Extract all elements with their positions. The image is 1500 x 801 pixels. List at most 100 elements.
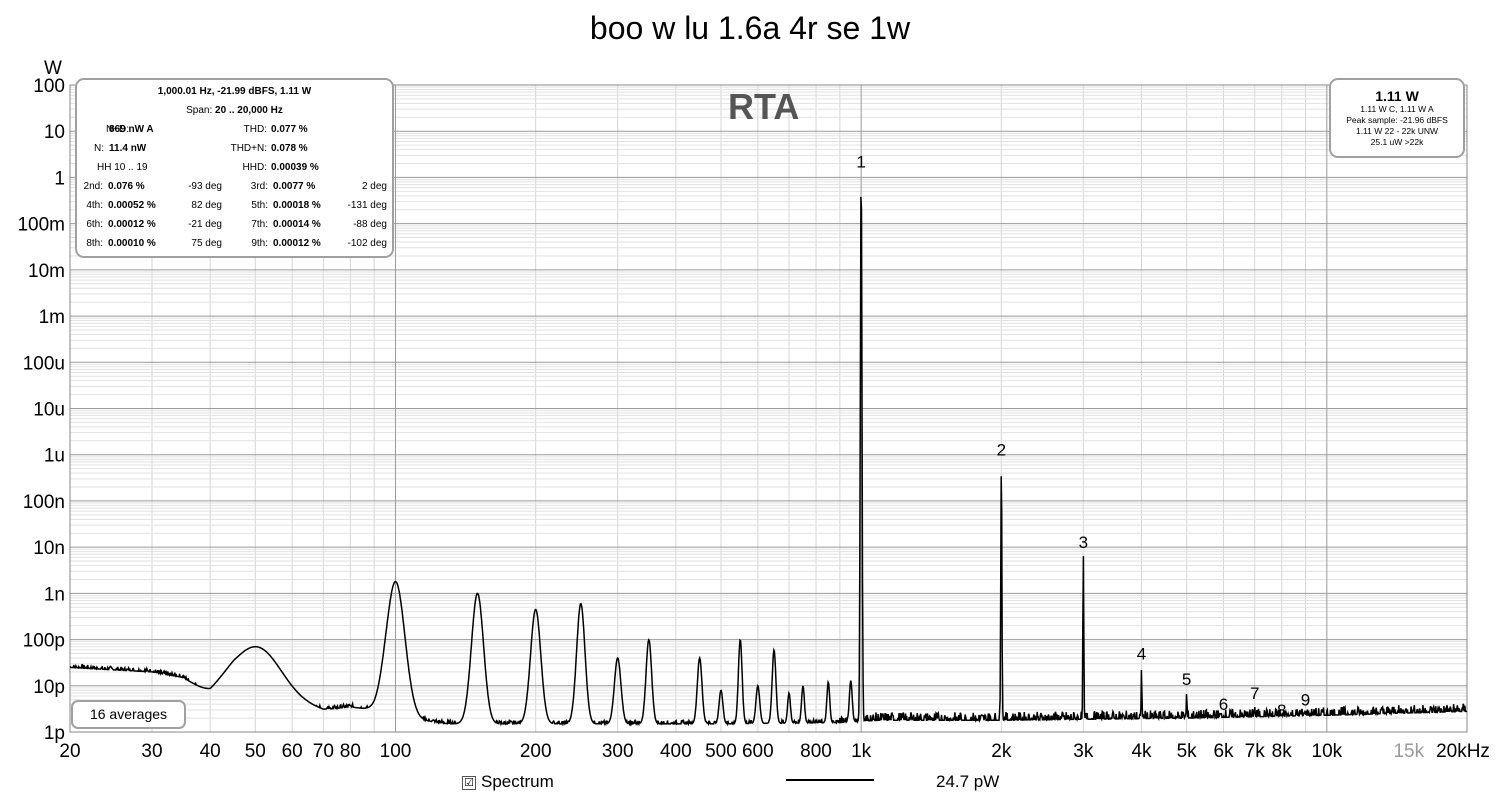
harmonic-deg: 82 deg (191, 200, 222, 211)
hhd-label: HHD: (242, 162, 267, 173)
harmonic-value: 0.0077 % (273, 181, 316, 192)
x-tick-label: 20kHz (1436, 741, 1490, 762)
harmonic-deg: -93 deg (188, 181, 222, 192)
x-tick-label: 2k (991, 741, 1012, 762)
chart-title: boo w lu 1.6a 4r se 1w (589, 10, 911, 46)
level-unweighted: 1.11 W 22 - 22k UNW (1355, 126, 1439, 136)
harmonic-label: 6th: (86, 219, 103, 230)
harmonic-markers: 1 2 3 4 5 6 789 (856, 153, 1310, 720)
distortion-stats-panel[interactable]: 1,000.01 Hz, -21.99 dBFS, 1.11 W Span: 2… (75, 78, 394, 258)
y-tick-label: 1n (44, 584, 65, 605)
x-tick-label: 6k (1213, 741, 1234, 762)
hh-label: HH 10 .. 19 (97, 162, 148, 173)
harmonic-deg: -102 deg (347, 238, 387, 249)
y-tick-label: 100n (23, 492, 65, 513)
harmonic-value: 0.00012 % (273, 238, 321, 249)
y-tick-label: 1p (44, 723, 65, 744)
x-tick-label: 40 (200, 741, 221, 762)
harmonic-value: 0.00012 % (108, 219, 156, 230)
harmonic-value: 0.00014 % (273, 219, 321, 230)
level-panel[interactable]: 1.11 W 1.11 W C, 1.11 W A Peak sample: -… (1329, 78, 1465, 158)
harmonic-marker: 2 (997, 440, 1006, 459)
hhd-value: 0.00039 % (271, 162, 319, 173)
nd-label: N+D: (105, 124, 129, 135)
y-tick-label: 10 (44, 122, 65, 143)
harmonic-value: 0.00052 % (108, 200, 156, 211)
y-tick-label: 1m (39, 307, 65, 328)
level-above-22k: 25.1 uW >22k (1370, 137, 1424, 147)
y-tick-label: 100p (23, 631, 65, 652)
x-tick-label: 8k (1272, 741, 1293, 762)
thd-label: THD: (243, 124, 267, 135)
x-tick-label: 100 (380, 741, 412, 762)
x-tick-label: 15k (1393, 741, 1424, 762)
thd-value: 0.077 % (271, 124, 308, 135)
y-tick-label: 100u (23, 353, 65, 374)
y-axis-unit: W (44, 58, 62, 79)
harmonic-label: 2nd: (83, 181, 103, 192)
x-tick-label: 7k (1245, 741, 1266, 762)
x-axis-labels: 20 30 40 50 60 70 80 100 200 300 400 500 600 800 1k 2k 3… (59, 741, 1490, 762)
x-tick-label: 60 (282, 741, 303, 762)
harmonic-value: 0.00010 % (108, 238, 156, 249)
x-tick-label: 50 (245, 741, 266, 762)
x-tick-label: 3k (1073, 741, 1094, 762)
level-main: 1.11 W (1375, 88, 1419, 104)
spectrum-checkbox[interactable]: ☑ (462, 776, 476, 790)
harmonic-deg: -88 deg (353, 219, 387, 230)
averages-badge[interactable]: 16 averages (71, 700, 186, 729)
harmonic-label: 8th: (86, 238, 103, 249)
y-tick-label: 10u (33, 400, 65, 421)
x-tick-label: 600 (742, 741, 774, 762)
stats-span: Span: 20 .. 20,000 Hz (186, 105, 283, 116)
rta-label: RTA (728, 86, 800, 127)
y-tick-label: 100m (17, 215, 65, 236)
legend-line-swatch (786, 779, 874, 781)
x-tick-label: 4k (1131, 741, 1152, 762)
harmonic-marker: 9 (1301, 691, 1310, 710)
x-tick-label: 20 (59, 741, 80, 762)
harmonic-marker: 8 (1277, 701, 1286, 720)
spectrum-line (69, 196, 1468, 727)
harmonic-value: 0.076 % (108, 181, 145, 192)
harmonic-label: 4th: (86, 200, 103, 211)
x-tick-label: 70 (313, 741, 334, 762)
thdn-value: 0.078 % (271, 143, 308, 154)
x-tick-label: 10k (1312, 741, 1343, 762)
level-weighted: 1.11 W C, 1.11 W A (1360, 104, 1434, 114)
stats-peak-line: 1,000.01 Hz, -21.99 dBFS, 1.11 W (157, 86, 312, 97)
x-tick-label: 300 (602, 741, 634, 762)
nd-value: 869 nW A (109, 124, 154, 135)
legend-value: 24.7 pW (936, 772, 1000, 791)
harmonic-marker: 5 (1182, 670, 1191, 689)
harmonic-deg: -131 deg (347, 200, 387, 211)
y-tick-label: 10p (33, 677, 65, 698)
y-tick-label: 1 (54, 168, 65, 189)
y-axis-labels: 100 10 1 100m 10m 1m 100u 10u 1u 100n 10n 1n 100p 10p… (17, 76, 65, 744)
plot-frame (69, 84, 1468, 733)
y-tick-label: 1u (44, 446, 65, 467)
y-tick-label: 10n (33, 538, 65, 559)
x-tick-label: 200 (520, 741, 552, 762)
x-tick-label: 80 (340, 741, 361, 762)
harmonic-value: 0.00018 % (273, 200, 321, 211)
thdn-label: THD+N: (230, 143, 267, 154)
legend-spectrum[interactable]: ☑ Spectrum (462, 772, 554, 792)
x-tick-label: 30 (141, 741, 162, 762)
harmonic-label: 5th: (251, 200, 268, 211)
harmonic-marker: 4 (1137, 644, 1146, 663)
x-tick-label: 5k (1177, 741, 1198, 762)
n-value: 11.4 nW (109, 143, 147, 154)
x-tick-label: 800 (800, 741, 832, 762)
harmonic-deg: -21 deg (188, 219, 222, 230)
harmonic-marker: 3 (1079, 533, 1088, 552)
harmonic-marker: 7 (1250, 684, 1259, 703)
x-tick-label: 400 (660, 741, 692, 762)
harmonic-label: 3rd: (250, 181, 268, 192)
x-tick-label: 500 (705, 741, 737, 762)
level-peak: Peak sample: -21.96 dBFS (1346, 115, 1448, 125)
harmonic-label: 7th: (251, 219, 268, 230)
harmonic-label: 9th: (251, 238, 268, 249)
harmonic-deg: 2 deg (361, 181, 387, 192)
y-tick-label: 100 (33, 76, 65, 97)
